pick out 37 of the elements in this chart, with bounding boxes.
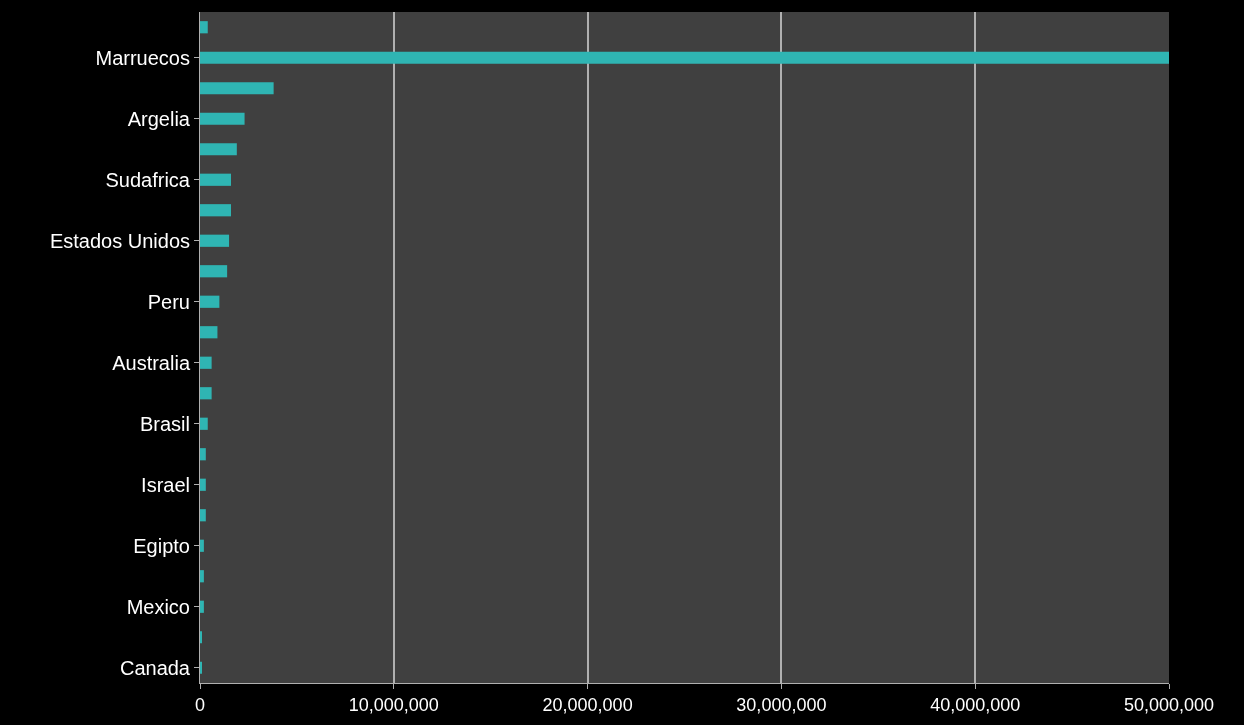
x-tick-label: 20,000,000 (542, 694, 633, 715)
bar (200, 417, 208, 430)
bar (200, 539, 204, 552)
bar (200, 82, 274, 95)
y-tick-label: Australia (112, 351, 191, 374)
bar (200, 265, 228, 278)
y-tick-label: Sudafrica (105, 168, 191, 191)
bar (200, 51, 1169, 64)
y-tick-label: Peru (147, 290, 190, 313)
x-tick-label: 50,000,000 (1123, 694, 1215, 715)
bar (200, 478, 206, 491)
bar (200, 326, 218, 339)
bar (200, 600, 204, 613)
y-tick-label: Canada (119, 656, 191, 679)
x-tick-label: 10,000,000 (348, 694, 439, 715)
bar (200, 448, 206, 461)
y-tick-label: Brasil (139, 412, 190, 435)
bar (200, 112, 245, 125)
y-tick-label: Egipto (133, 534, 190, 557)
bar (200, 509, 206, 522)
bar (200, 570, 204, 583)
bar (200, 295, 220, 308)
y-tick-label: Estados Unidos (49, 229, 190, 252)
bar (200, 143, 237, 156)
y-tick-label: Marruecos (95, 46, 190, 69)
y-tick-label: Israel (141, 473, 190, 496)
bar (200, 21, 208, 34)
x-tick-label: 30,000,000 (736, 694, 827, 715)
x-tick-label: 40,000,000 (930, 694, 1021, 715)
bar (200, 356, 212, 369)
y-tick-label: Mexico (126, 595, 190, 618)
bar (200, 204, 232, 217)
bar (200, 173, 232, 186)
y-tick-label: Argelia (127, 107, 191, 130)
bar (200, 234, 230, 247)
bar (200, 387, 212, 400)
x-tick-label: 0 (194, 694, 206, 715)
